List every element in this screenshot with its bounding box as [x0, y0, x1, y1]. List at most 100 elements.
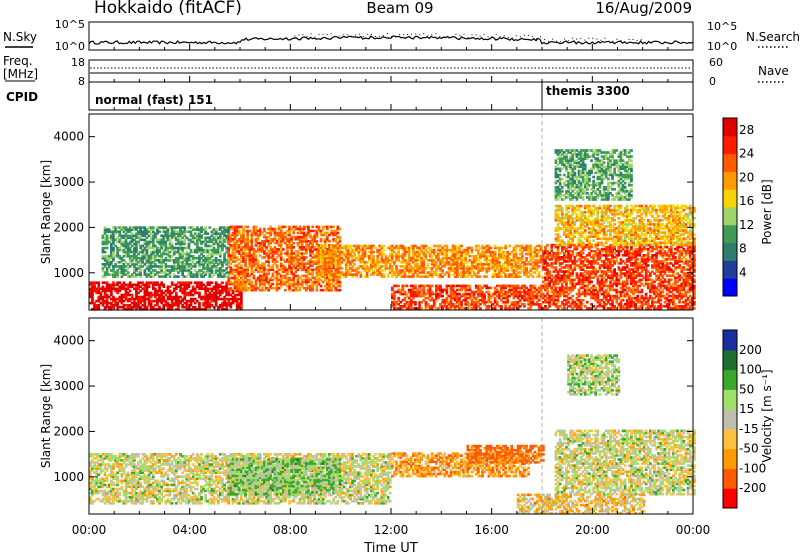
velocity-colorbar-tick: -200 — [739, 481, 766, 495]
y-tick-label: 4000 — [53, 334, 84, 348]
velocity-colorbar-swatch — [723, 409, 737, 430]
velocity-colorbar-swatch — [723, 468, 737, 489]
cpid-label: CPID — [6, 90, 38, 104]
velocity-colorbar-tick: 15 — [739, 402, 754, 416]
freq-tick-top: 18 — [71, 56, 85, 69]
echo-region — [227, 458, 342, 496]
velocity-colorbar-tick: 200 — [739, 343, 762, 357]
power-ylabel: Slant Range [km] — [39, 160, 53, 264]
velocity-colorbar-swatch — [723, 349, 737, 371]
echo-region — [391, 284, 543, 310]
x-tick-label: 00:00 — [676, 523, 711, 537]
x-tick-label: 04:00 — [172, 523, 207, 537]
x-tick-label: 00:00 — [72, 523, 107, 537]
velocity-colorbar-tick: -15 — [739, 422, 759, 436]
echo-region — [466, 444, 545, 464]
power-colorbar-swatch — [723, 118, 737, 137]
echo-region — [89, 281, 243, 311]
echo-region — [542, 243, 696, 310]
x-axis: 00:00 04:00 08:00 12:00 16:00 20:00 00:00 — [72, 44, 711, 537]
power-colorbar-swatch — [723, 242, 737, 261]
y-tick-label: 3000 — [53, 379, 84, 393]
power-colorbar-tick: 28 — [739, 123, 754, 137]
velocity-colorbar-swatch — [723, 428, 737, 450]
nsearch-tick-top: 10^5 — [707, 20, 737, 33]
date-title: 16/Aug/2009 — [595, 0, 692, 17]
velocity-y-ticks: 1000 2000 3000 4000 — [53, 334, 693, 484]
y-tick-label: 4000 — [53, 130, 84, 144]
echo-region — [554, 204, 696, 247]
y-tick-label: 2000 — [53, 424, 84, 438]
echo-region — [554, 429, 696, 496]
nsky-tick-bottom: 10^0 — [55, 40, 85, 53]
power-colorbar-swatch — [723, 171, 737, 190]
nave-tick-top: 60 — [709, 56, 723, 69]
power-colorbar-swatch — [723, 135, 737, 155]
velocity-colorbar-frame — [722, 329, 738, 509]
y-tick-label: 2000 — [53, 220, 84, 234]
velocity-colorbar-swatch — [723, 488, 737, 509]
freq-tick-bottom: 8 — [78, 75, 85, 88]
x-tick-label: 20:00 — [575, 523, 610, 537]
freq-label-2: [MHz] — [3, 67, 38, 81]
echo-region — [567, 354, 621, 396]
velocity-ylabel: Slant Range [km] — [39, 364, 53, 468]
velocity-panel: Slant Range [km] 1000 2000 3000 4000 200 100… — [39, 317, 774, 515]
power-colorbar-swatch — [723, 189, 737, 208]
x-tick-label: 12:00 — [374, 523, 409, 537]
nave-tick-bottom: 0 — [709, 75, 716, 88]
cpid-segment-0: normal (fast) 151 — [95, 93, 213, 107]
power-colorbar-tick: 8 — [739, 242, 747, 256]
freq-panel: Freq. [MHz] 18 8 60 0 Nave — [3, 54, 789, 88]
power-colorbar-tick: 16 — [739, 194, 754, 208]
power-colorbar-swatch — [723, 207, 737, 226]
nsky-tick-top: 10^5 — [55, 18, 85, 31]
echo-region — [554, 149, 633, 201]
y-tick-label: 1000 — [53, 470, 84, 484]
power-y-ticks: 1000 2000 3000 4000 — [53, 130, 693, 280]
echo-region — [101, 226, 231, 278]
station-title: Hokkaido (fitACF) — [94, 0, 242, 18]
x-tick-label: 08:00 — [273, 523, 308, 537]
velocity-colorbar-swatch — [723, 448, 737, 469]
nsearch-tick-bottom: 10^0 — [707, 40, 737, 53]
nsearch-label: N.Search — [746, 30, 800, 44]
velocity-colorbar-swatch — [723, 389, 737, 410]
power-colorbar-tick: 24 — [739, 147, 754, 161]
power-colorbar-swatch — [723, 153, 737, 172]
velocity-colorbar-tick: 100 — [739, 363, 762, 377]
velocity-colorbar-tick: -50 — [739, 442, 759, 456]
velocity-colorbar-label: Velocity [m s⁻¹] — [760, 369, 774, 462]
echo-region — [516, 493, 646, 515]
power-colorbar-swatch — [723, 260, 737, 279]
cpid-panel: CPID normal (fast) 151 themis 3300 — [6, 81, 694, 111]
velocity-heatmap — [89, 318, 696, 515]
nsearch-trace — [294, 33, 643, 43]
nsky-trace — [88, 35, 694, 45]
echo-region — [315, 244, 543, 278]
x-axis-label: Time UT — [363, 541, 417, 554]
beam-title: Beam 09 — [366, 0, 433, 17]
power-colorbar-swatch — [723, 278, 737, 297]
cpid-segment-1: themis 3300 — [546, 84, 630, 98]
velocity-colorbar-swatch — [723, 330, 737, 351]
power-heatmap — [89, 114, 696, 311]
power-colorbar-swatch — [723, 224, 737, 244]
power-panel: Slant Range [km] 1000 2000 3000 4000 4 8 12 16… — [39, 113, 774, 311]
freq-label-1: Freq. — [3, 54, 33, 68]
echo-region — [227, 225, 342, 292]
velocity-colorbar-tick: -100 — [739, 461, 766, 475]
power-colorbar-label: Power [dB] — [760, 179, 774, 244]
velocity-colorbar: 200 100 50 15 -15 -50 -100 -200 — [722, 329, 766, 509]
power-colorbar-tick: 4 — [739, 265, 747, 279]
y-tick-label: 1000 — [53, 266, 84, 280]
velocity-colorbar-swatch — [723, 369, 737, 390]
y-tick-label: 3000 — [53, 175, 84, 189]
power-colorbar-frame — [722, 117, 738, 297]
nsky-panel: N.Sky 10^5 10^0 10^5 10^0 N.Search — [3, 18, 800, 53]
power-colorbar: 4 8 12 16 20 24 28 — [722, 117, 754, 297]
nsky-label: N.Sky — [3, 30, 37, 44]
x-tick-label: 16:00 — [474, 523, 509, 537]
velocity-colorbar-tick: 50 — [739, 382, 754, 396]
